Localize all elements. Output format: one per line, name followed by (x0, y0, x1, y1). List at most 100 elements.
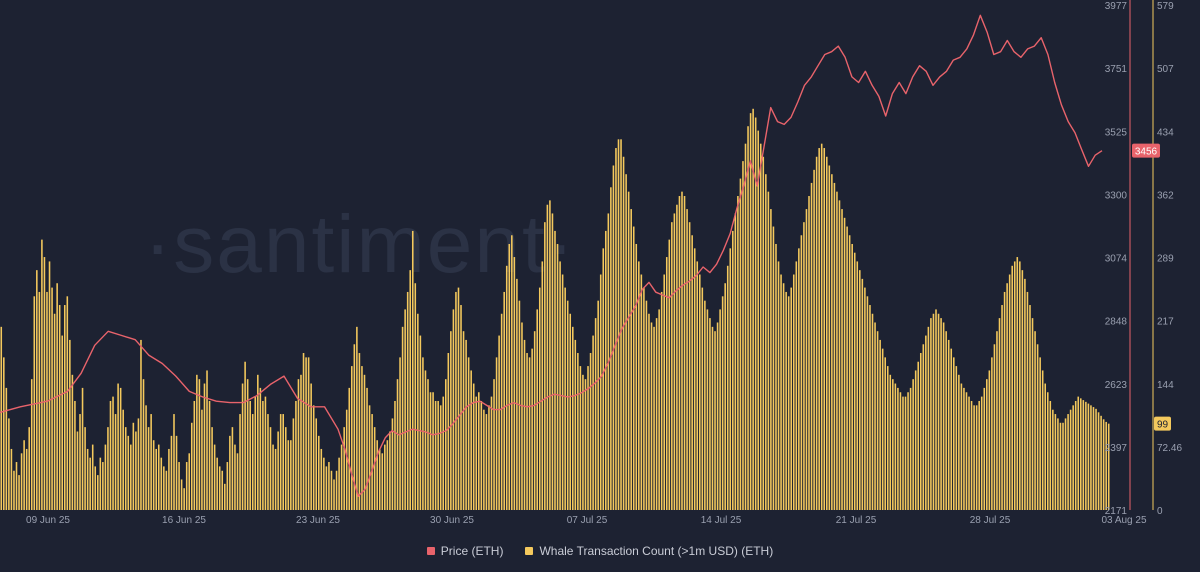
whale-bar (991, 357, 993, 510)
whale-bar (221, 470, 224, 510)
price-tick-label: 2397 (1105, 443, 1128, 454)
whale-bar (693, 248, 696, 510)
whale-bar (330, 470, 333, 510)
whale-bar (1003, 291, 1006, 510)
whale-bar (345, 409, 348, 510)
whale-bar (218, 466, 221, 510)
whale-bar (493, 379, 495, 510)
whale-bar (782, 283, 785, 510)
whale-bar (511, 235, 513, 510)
whale-bar (719, 309, 721, 510)
whale-bar (135, 431, 137, 510)
whale-bar (813, 169, 815, 510)
whale-bar (653, 326, 655, 510)
whale-bar (495, 357, 498, 510)
whale-bar (932, 313, 935, 510)
whale-bar (30, 379, 33, 510)
price-tick-label: 3751 (1105, 64, 1128, 75)
whale-bar (1100, 415, 1102, 510)
whale-bar (20, 453, 23, 510)
whale-bar (130, 444, 132, 510)
whale-bar (41, 239, 43, 510)
whale-bar (257, 374, 259, 510)
whale-bar (658, 309, 660, 510)
whale-bar (625, 174, 627, 510)
count-tick-label: 0 (1157, 506, 1163, 517)
whale-bar (925, 335, 927, 510)
whale-bar (846, 226, 848, 511)
whale-bar (790, 287, 793, 510)
whale-bar (892, 379, 894, 510)
price-swatch-icon (426, 547, 435, 555)
whale-bar (376, 440, 378, 510)
whale-bar (1039, 357, 1041, 510)
whale-bar (1049, 400, 1052, 510)
whale-bar (325, 466, 328, 510)
whale-bar (104, 444, 107, 510)
whale-bar (386, 440, 389, 510)
whale-bar (356, 326, 358, 510)
whale-bar (1105, 421, 1107, 510)
whale-bar (1082, 400, 1085, 510)
whale-bar (297, 379, 300, 510)
whale-bar (89, 457, 91, 510)
whale-bar (483, 409, 485, 510)
whale-bar (541, 261, 544, 510)
whale-bar (638, 261, 640, 510)
whale-bar (762, 156, 765, 510)
whale-bar (884, 357, 886, 510)
whale-bar (1044, 383, 1047, 510)
whale-bar (953, 357, 955, 510)
whale-bar (917, 361, 920, 510)
whale-bar (671, 222, 673, 510)
whale-bar (1001, 305, 1003, 510)
whale-bar (119, 387, 122, 510)
whale-bar (699, 274, 701, 510)
whale-bar (1097, 412, 1100, 510)
whale-bar (292, 418, 295, 510)
legend-item-price[interactable]: Price (ETH) (426, 544, 503, 558)
whale-bar (391, 418, 394, 510)
whale-bar (353, 344, 356, 510)
whale-bars (0, 108, 1110, 511)
whale-bar (947, 339, 950, 510)
whale-bar (594, 318, 597, 510)
whale-bar (198, 379, 201, 510)
whale-bar (800, 235, 803, 510)
whale-bar (124, 427, 127, 510)
whale-bar (516, 278, 518, 510)
whale-bar (15, 462, 18, 510)
whale-bar (663, 274, 665, 510)
whale-bar (556, 243, 559, 511)
whale-bar (584, 379, 587, 510)
whale-bar (462, 331, 465, 510)
whale-bar (505, 265, 508, 510)
whale-bar (942, 322, 945, 510)
whale-bar (759, 143, 762, 510)
x-tick-label: 23 Jun 25 (296, 515, 340, 526)
whale-bar (13, 470, 15, 510)
whale-bar (208, 400, 211, 510)
x-tick-label: 16 Jun 25 (162, 515, 206, 526)
whale-bar (241, 383, 244, 510)
whale-bar (930, 318, 932, 510)
whale-bar (465, 339, 467, 510)
whale-bar (536, 309, 538, 510)
whale-bar (721, 296, 724, 510)
whale-bar (470, 370, 472, 510)
whale-bar (655, 318, 658, 510)
whale-bar (429, 392, 432, 510)
whale-bar (904, 396, 907, 510)
whale-bar (841, 209, 843, 510)
whale-bar (544, 222, 546, 510)
whale-bar (427, 379, 429, 510)
whale-bar (732, 230, 734, 510)
whale-bar (617, 139, 620, 510)
whale-bar (211, 427, 213, 510)
price-current-badge (1132, 143, 1160, 158)
whale-bar (168, 448, 170, 510)
whale-bar (302, 353, 305, 510)
whale-bar (937, 313, 940, 510)
price-tick-label: 2171 (1105, 506, 1128, 517)
legend-item-whale[interactable]: Whale Transaction Count (>1m USD) (ETH) (525, 544, 773, 558)
